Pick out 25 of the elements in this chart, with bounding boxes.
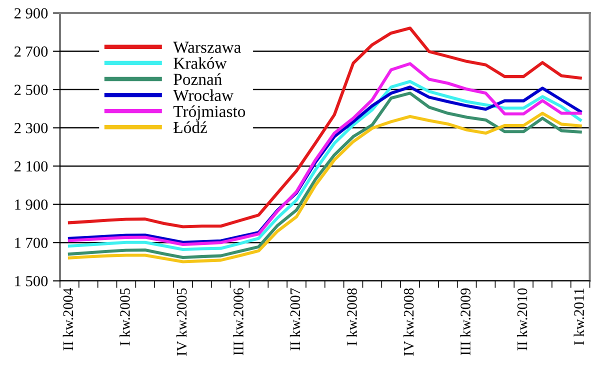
- x-tick-label: IV kw.2008: [403, 288, 414, 356]
- y-tick-label: 2 300: [14, 122, 48, 134]
- y-tick-label: 1 500: [15, 276, 48, 286]
- x-tick-label: I kw.2008: [346, 288, 357, 346]
- x-tick-label: I kw.2005: [120, 288, 130, 346]
- y-tick-label: 2 500: [14, 84, 48, 95]
- legend-label: Poznań: [174, 73, 222, 85]
- line-series: [68, 26, 582, 228]
- y-tick-label: 2 900: [14, 8, 48, 18]
- y-tick-label: 2 700: [14, 46, 48, 57]
- x-tick-label: II kw.2007: [290, 288, 300, 350]
- legend-label: Trójmiasto: [173, 105, 246, 120]
- x-tick-label: II kw.2004: [62, 288, 74, 350]
- legend-label: Warszawa: [173, 42, 241, 53]
- x-tick-label: I kw.2011: [574, 288, 584, 345]
- legend-label: Łódź: [174, 121, 207, 134]
- y-tick-label: 1 900: [15, 199, 48, 210]
- x-tick-label: III kw.2009: [460, 288, 471, 356]
- y-tick-label: 2 100: [14, 161, 48, 172]
- y-tick-label: 1 700: [15, 238, 48, 248]
- legend-label: Kraków: [174, 57, 227, 69]
- legend-label: Wrocław: [173, 89, 234, 102]
- x-tick-label: IV kw.2005: [176, 288, 187, 356]
- x-tick-label: II kw.2010: [516, 288, 528, 350]
- x-tick-label: III kw.2006: [233, 288, 244, 356]
